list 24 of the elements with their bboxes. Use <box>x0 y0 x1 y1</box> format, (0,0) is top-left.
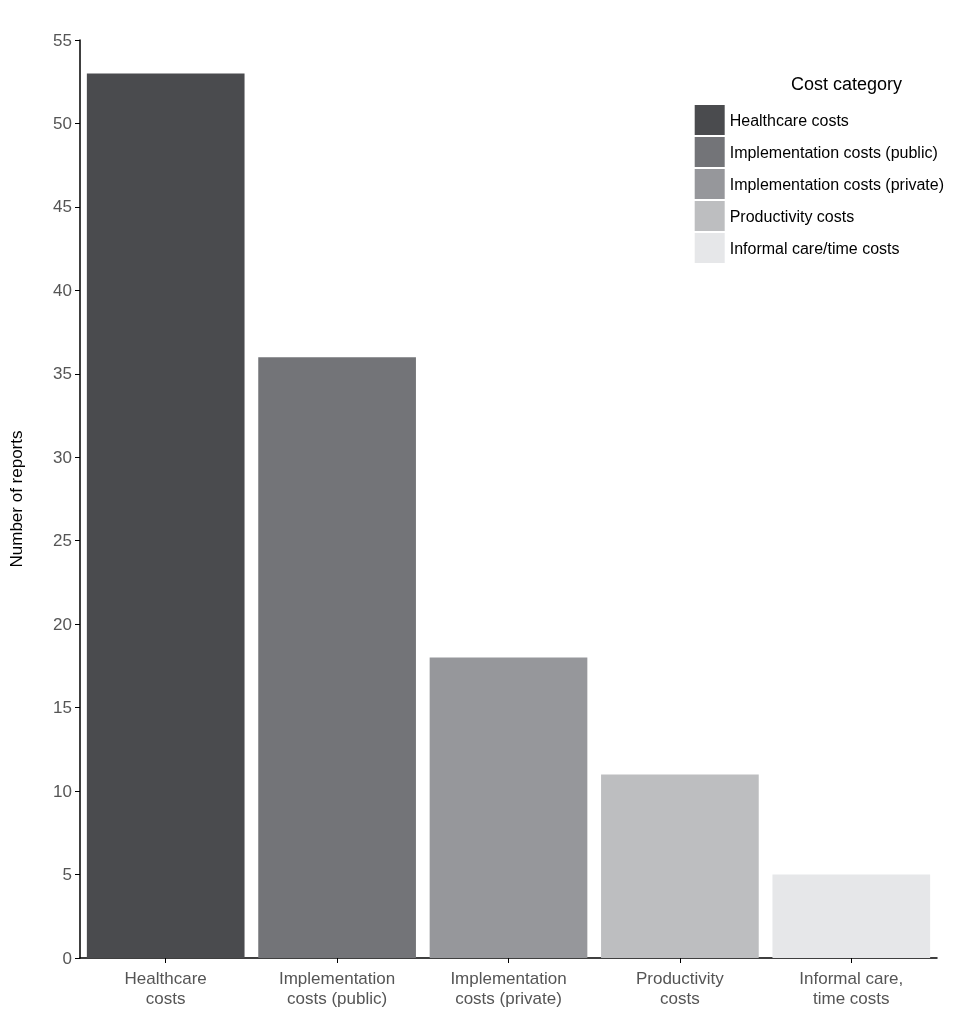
y-tick-label: 50 <box>53 113 72 133</box>
legend-label: Implementation costs (private) <box>729 175 945 193</box>
y-tick-label: 55 <box>53 30 72 50</box>
legend-label: Informal care/time costs <box>729 239 900 257</box>
x-tick-label: Healthcare costs <box>124 968 207 1008</box>
x-tick-label: Informal care, time costs <box>799 968 904 1008</box>
legend-title: Cost category <box>790 74 903 94</box>
y-tick-label: 30 <box>53 447 72 467</box>
y-tick-label: 5 <box>62 865 72 885</box>
y-tick-label: 25 <box>53 531 72 551</box>
x-tick-label: Implementation costs (private) <box>450 968 567 1008</box>
y-tick-label: 15 <box>53 698 72 718</box>
y-tick-label: 0 <box>62 948 72 968</box>
y-tick-label: 40 <box>53 280 72 300</box>
legend-label: Implementation costs (public) <box>729 143 938 161</box>
x-tick-label: Implementation costs (public) <box>278 968 396 1008</box>
y-tick-label: 20 <box>53 614 72 634</box>
x-tick-label: Productivity costs <box>635 968 725 1008</box>
legend-label: Healthcare costs <box>729 111 849 129</box>
y-tick-label: 35 <box>53 364 72 384</box>
y-axis-title: Number of reports <box>7 430 26 568</box>
legend-label: Productivity costs <box>729 207 855 225</box>
y-tick-label: 45 <box>53 197 72 217</box>
y-tick-label: 10 <box>53 781 72 801</box>
